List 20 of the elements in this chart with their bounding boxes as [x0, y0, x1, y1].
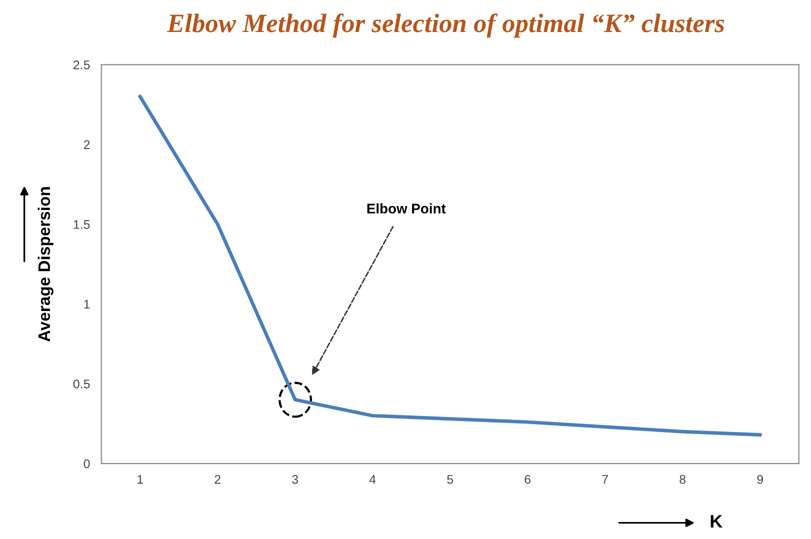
y-tick-label: 0.5 [73, 380, 90, 388]
x-tick-label: 5 [447, 475, 454, 484]
line-series [138, 94, 762, 437]
x-tick-label: 9 [757, 474, 763, 484]
x-tick-label: 6 [524, 474, 531, 484]
x-axis-title: K [710, 515, 722, 528]
x-tick-label: 2 [214, 474, 220, 484]
y-axis-title: Average Dispersion [38, 187, 54, 342]
chart-title: Elbow Method for selection of optimal “K” clusters [166, 13, 724, 38]
y-tick-label: 1 [84, 300, 90, 309]
y-tick-label: 1.5 [74, 220, 90, 229]
x-tick-label: 4 [369, 475, 376, 484]
y-tick-label: 2 [84, 140, 90, 149]
x-tick-label: 3 [292, 474, 298, 484]
y-tick-label: 2.5 [74, 60, 90, 70]
x-tick-label: 7 [602, 475, 608, 484]
x-tick-label: 8 [680, 474, 686, 484]
annotation: Elbow Point [367, 203, 446, 214]
x-tick-label: 1 [138, 475, 143, 484]
y-tick-label: 0 [84, 459, 90, 468]
